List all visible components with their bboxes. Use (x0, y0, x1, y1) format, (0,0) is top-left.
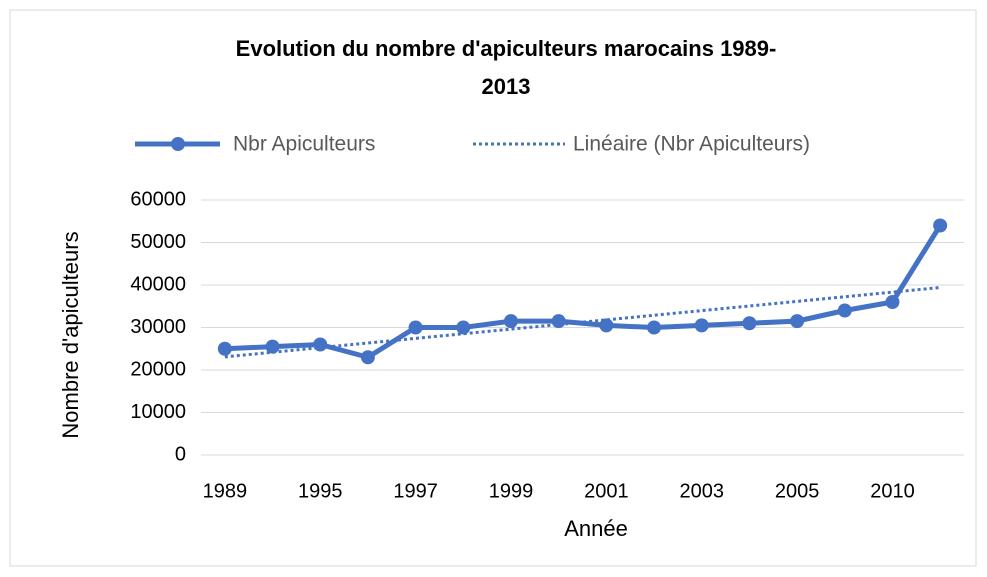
legend-label: Linéaire (Nbr Apiculteurs) (573, 133, 810, 156)
x-tick-label: 2010 (870, 480, 915, 502)
y-tick-label: 10000 (130, 401, 186, 423)
x-tick-label: 1999 (489, 480, 534, 502)
legend-marker (171, 137, 185, 151)
data-point (408, 320, 423, 335)
chart-title: 2013 (482, 74, 531, 99)
data-point (790, 314, 805, 329)
data-point (456, 320, 471, 335)
x-tick-label: 2003 (679, 480, 724, 502)
x-tick-label: 1989 (203, 480, 248, 502)
data-point (599, 318, 614, 333)
y-axis-label: Nombre d'apiculteurs (58, 231, 83, 438)
x-tick-label: 2001 (584, 480, 629, 502)
data-point (647, 320, 662, 335)
data-point (742, 316, 757, 331)
x-tick-label: 2005 (775, 480, 820, 502)
data-point (694, 318, 709, 333)
y-tick-label: 30000 (130, 316, 186, 338)
series-line (224, 224, 943, 360)
x-tick-label: 1997 (393, 480, 438, 502)
data-point (313, 337, 328, 352)
data-point (503, 314, 518, 329)
data-point (837, 303, 852, 318)
data-point (360, 350, 375, 365)
data-point (551, 314, 566, 329)
data-point (933, 218, 948, 233)
chart-frame (9, 9, 977, 567)
data-point (885, 295, 900, 309)
y-tick-label: 50000 (130, 231, 186, 253)
y-tick-label: 40000 (130, 273, 186, 295)
y-tick-label: 20000 (130, 358, 186, 380)
data-point (217, 341, 232, 356)
x-axis-label: Année (564, 516, 628, 541)
data-point (265, 339, 280, 354)
x-tick-label: 1995 (298, 480, 343, 502)
y-tick-label: 60000 (130, 188, 186, 210)
y-tick-label: 0 (175, 443, 186, 465)
legend-label: Nbr Apiculteurs (233, 133, 375, 156)
chart-title: Evolution du nombre d'apiculteurs maroca… (236, 36, 777, 61)
